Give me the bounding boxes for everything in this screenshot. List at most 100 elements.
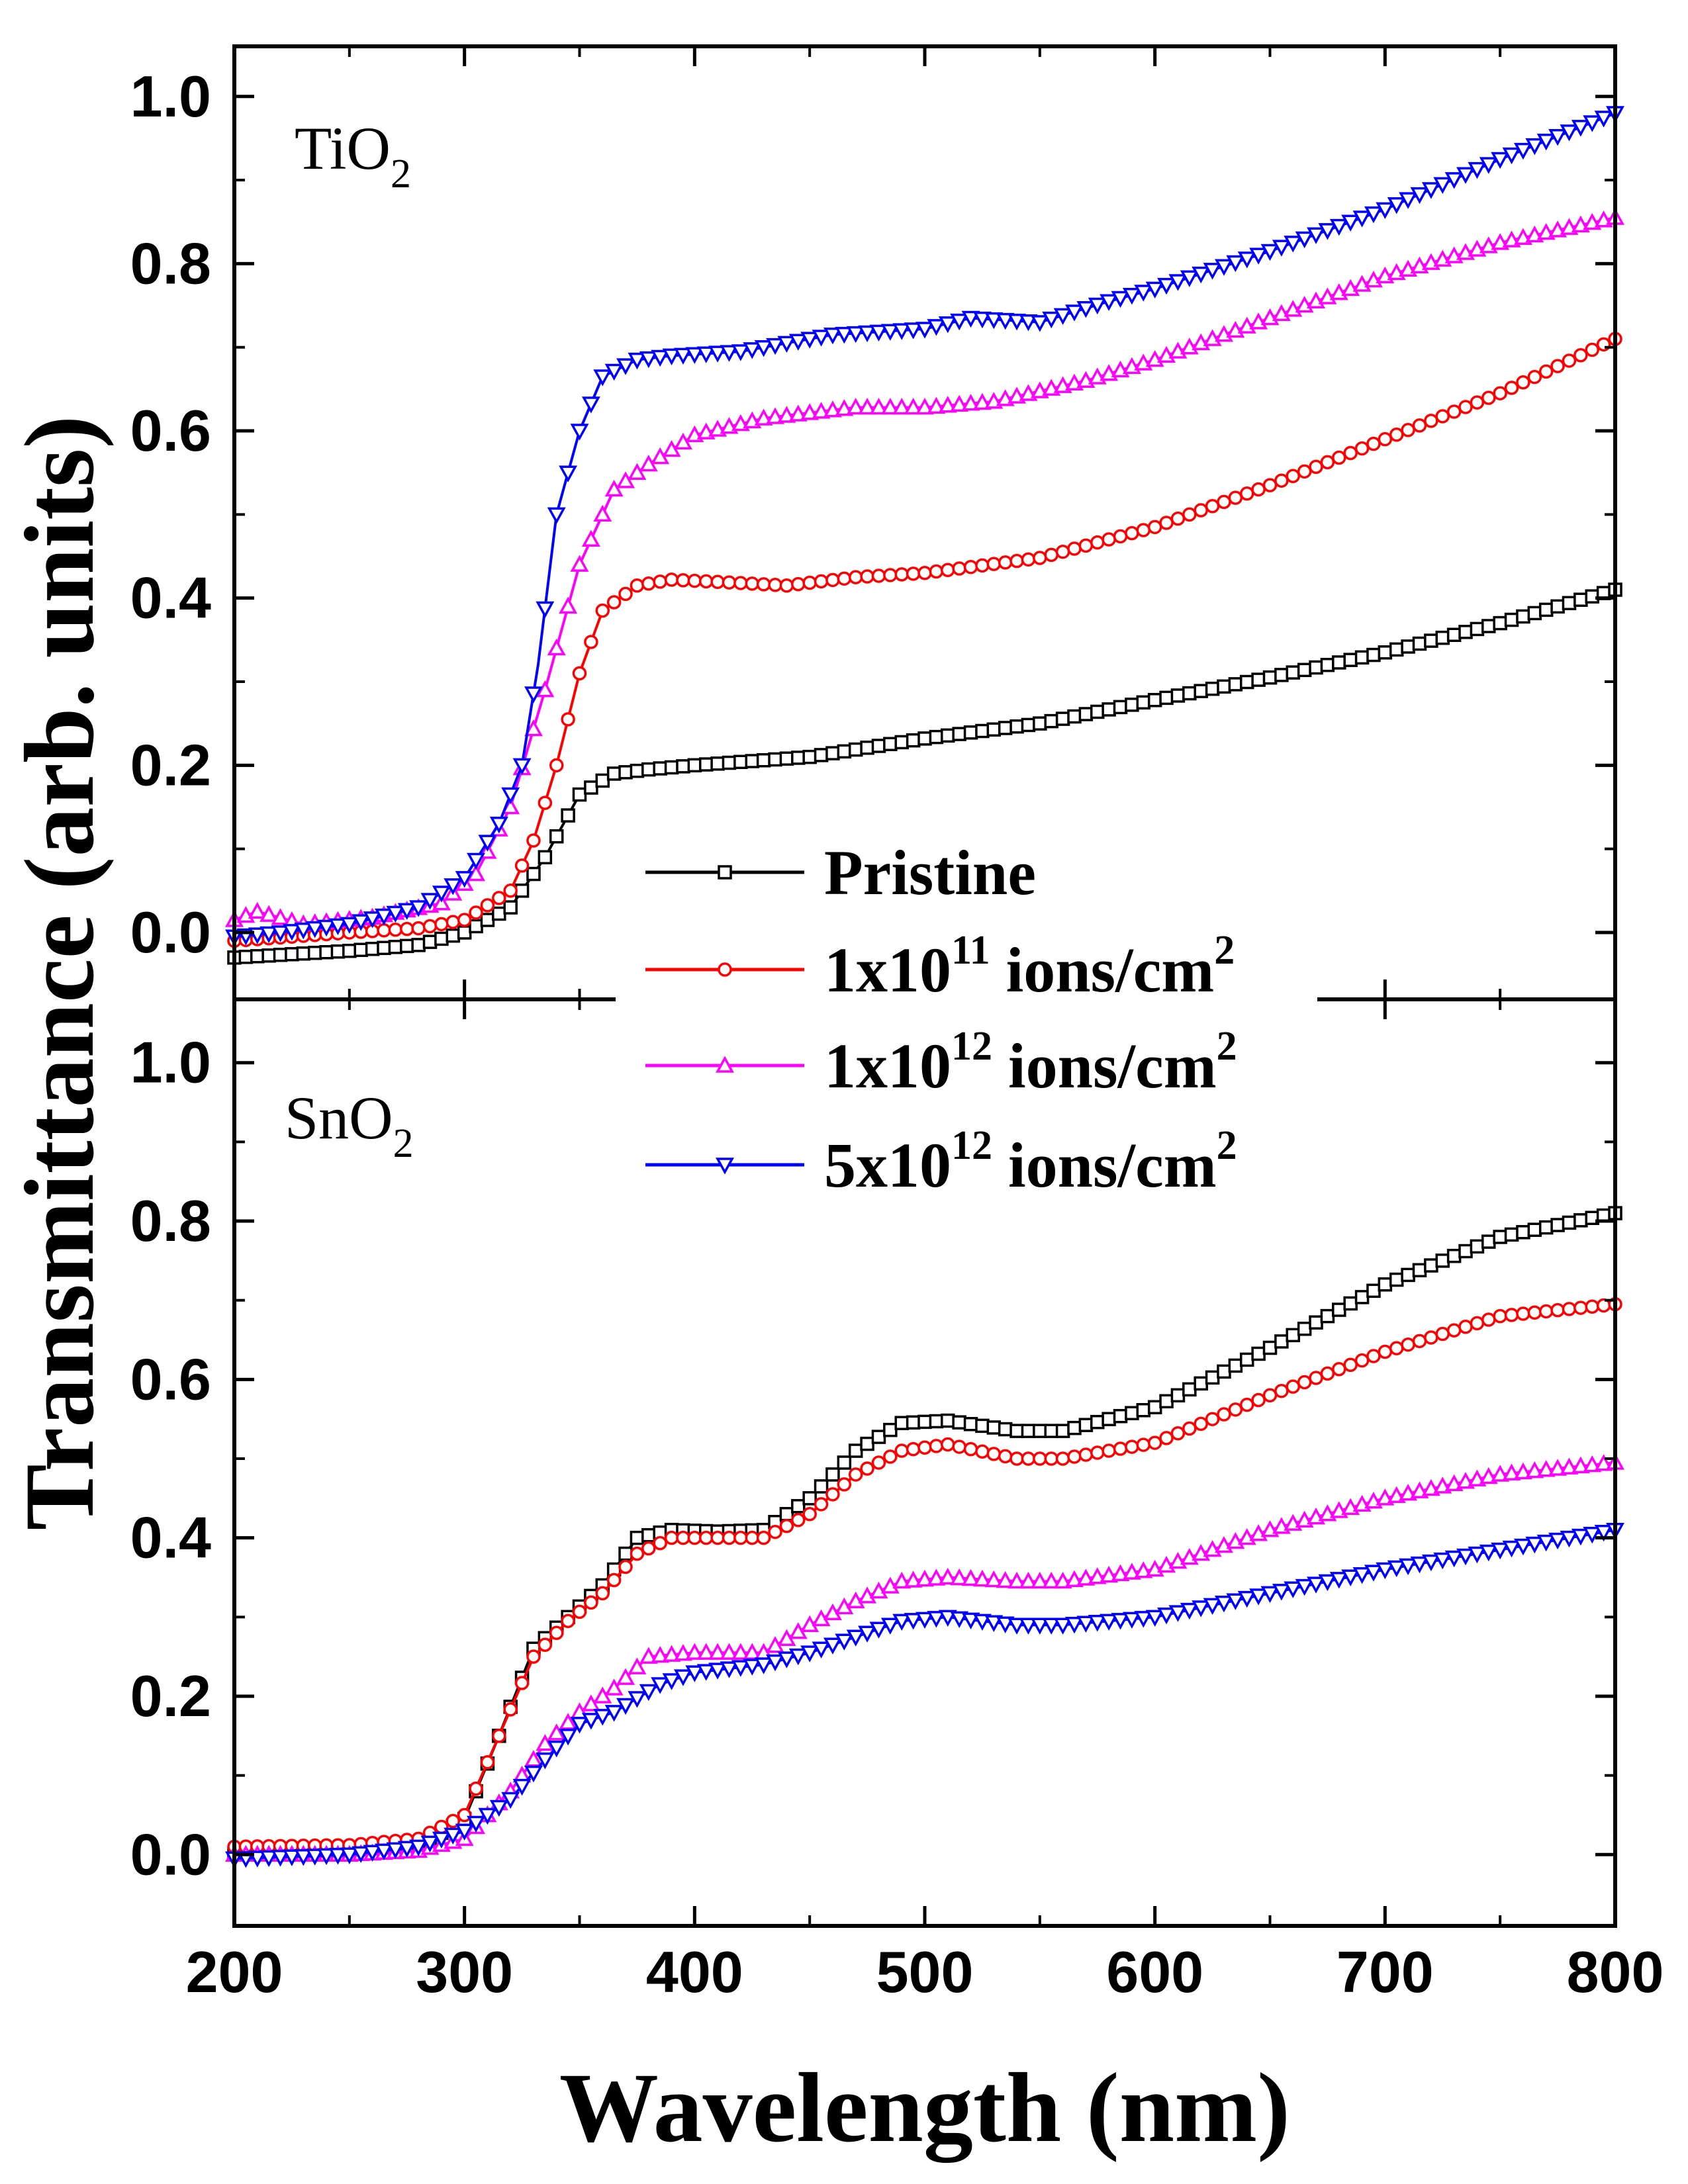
panel-0-series-0-marker: [1309, 660, 1323, 675]
panel-1-series-2-marker: [524, 1750, 543, 1767]
panel-1-series-3-marker: [1030, 1617, 1049, 1635]
panel-0-series-0-marker: [365, 942, 380, 956]
panel-0-series-0-marker: [238, 950, 254, 964]
panel-0-series-1-marker: [1021, 552, 1036, 567]
panel-0-series-0-marker: [307, 946, 322, 960]
panel-1-series-1-marker: [837, 1477, 852, 1492]
panel-1-series-2-marker: [1111, 1564, 1130, 1582]
panel-1-series-0-marker: [779, 1507, 794, 1522]
panel-0-series-0-marker: [687, 758, 702, 773]
panel-1-series-0-marker: [1412, 1263, 1427, 1277]
panel-0-series-3-marker: [892, 323, 912, 340]
panel-0-series-3-marker: [1387, 197, 1406, 214]
panel-0-series-2-marker: [547, 638, 566, 656]
panel-1-series-1-marker: [929, 1439, 944, 1453]
panel-0-series-1-marker: [1562, 353, 1577, 368]
panel-1-series-3-marker: [927, 1611, 946, 1628]
panel-0-series-1-marker: [1309, 459, 1323, 475]
panel-0-series-0-marker: [1274, 668, 1289, 682]
panel-0-series-1-marker: [1274, 473, 1289, 488]
panel-1-series-0-marker: [1067, 1420, 1082, 1435]
panel-0-series-1-marker: [745, 576, 759, 591]
legend-entry-2: 1x1012 ions/cm2: [645, 1024, 1237, 1101]
panel-0-series-3-marker: [363, 911, 382, 929]
panel-0-series-0-marker: [1481, 619, 1496, 633]
panel-0-series-3-marker: [1456, 167, 1475, 184]
panel-0-series-0-marker: [250, 949, 265, 964]
panel-0-series-3-marker: [420, 893, 440, 910]
panel-1-series-0-marker: [1078, 1418, 1094, 1432]
panel-0-series-3-marker: [1284, 236, 1303, 253]
panel-0-series-3-marker: [961, 310, 980, 328]
panel-0-series-3-marker: [305, 921, 324, 938]
panel-0-series-0-marker: [1446, 627, 1462, 643]
panel-0-series-3-marker: [1594, 111, 1613, 128]
panel-0-series-3: [225, 106, 1624, 946]
panel-0-series-0-marker: [353, 942, 368, 958]
panel-0-series-3-marker: [972, 311, 992, 329]
panel-1-series-1-marker: [1274, 1383, 1289, 1398]
panel-0-series-0-marker: [1194, 684, 1208, 698]
panel-0-series-0-marker: [1527, 606, 1542, 621]
panel-0-series-0-marker: [952, 727, 966, 741]
panel-1-series-2-marker: [1513, 1462, 1532, 1480]
panel-0-series-3-marker: [720, 345, 739, 362]
panel-0-series-0-marker: [1470, 621, 1485, 637]
panel-0-series-0-marker: [1033, 716, 1047, 731]
panel-0-series-2-marker: [616, 471, 635, 488]
panel-1-series-1-marker: [883, 1449, 898, 1464]
panel-0-series-3-marker: [1536, 133, 1556, 151]
panel-1-series-2-marker: [927, 1569, 946, 1586]
panel-1-series-1-marker: [1309, 1371, 1323, 1385]
panel-1-series-3-marker: [1536, 1534, 1556, 1552]
panel-0-series-1-marker: [1159, 516, 1174, 530]
x-tick-label: 600: [1106, 1939, 1203, 2005]
panel-0-series-1-marker: [1516, 375, 1530, 390]
panel-1-series-0-marker: [1044, 1424, 1058, 1438]
panel-0-series-3-marker: [1145, 281, 1164, 298]
panel-1-series-1-marker: [1228, 1402, 1243, 1417]
panel-0-series-3-marker: [271, 925, 290, 942]
panel-1-series-0-marker: [963, 1417, 978, 1432]
panel-0-series-1-marker: [1538, 364, 1554, 379]
panel-0-series-1-marker: [825, 572, 840, 588]
panel-1-series-1: [227, 1297, 1622, 1854]
panel-0-series-1-marker: [722, 575, 737, 590]
panel-1-series-3-marker: [581, 1713, 600, 1730]
panel-1-series-0-marker: [1182, 1382, 1197, 1397]
panel-1-series-1-marker: [1170, 1426, 1186, 1441]
panel-0-series-1-marker: [963, 559, 978, 574]
panel-1-series-1-marker: [768, 1524, 782, 1539]
panel-0-series-3-line: [234, 112, 1616, 938]
panel-0-y-tick-label: 0.4: [130, 565, 211, 631]
panel-0-series-3-marker: [628, 352, 647, 370]
panel-0-series-1-marker: [1378, 432, 1393, 447]
panel-1-series-1-marker: [664, 1530, 679, 1545]
panel-1-series-0-marker: [1527, 1222, 1542, 1237]
panel-0-series-0-marker: [377, 940, 391, 956]
panel-1-series-2-marker: [846, 1591, 865, 1609]
panel-0-series-1-marker: [584, 635, 598, 649]
panel-1-series-1-marker: [503, 1702, 518, 1717]
panel-1-series-0-marker: [1389, 1272, 1404, 1287]
panel-1-series-3-marker: [305, 1848, 324, 1866]
panel-1-series-3-marker: [1583, 1526, 1602, 1544]
panel-0-series-2-marker: [904, 398, 923, 415]
panel-0-series-1-marker: [469, 905, 483, 920]
panel-0-series-0-marker: [422, 934, 438, 949]
panel-1-series-1-marker: [1481, 1312, 1496, 1327]
panel-0-series-2-marker: [581, 529, 600, 547]
panel-0-series-1-marker: [975, 558, 990, 573]
panel-1-series-3-marker: [1444, 1550, 1464, 1568]
panel-0-series-1-marker: [698, 574, 714, 589]
panel-0-series-2-marker: [812, 402, 831, 419]
panel-0-series-3-marker: [1571, 120, 1590, 137]
panel-0-series-1-marker: [941, 563, 955, 577]
panel-0-series-1-marker: [1113, 529, 1128, 544]
panel-0-series-3-marker: [1134, 285, 1153, 302]
panel-1-series-2-marker: [685, 1643, 704, 1660]
panel-1-series-3-marker: [489, 1799, 508, 1817]
panel-1-series-3-marker: [1076, 1615, 1096, 1633]
panel-1-series-3-marker: [754, 1657, 773, 1674]
panel-0-series-3-marker: [489, 816, 508, 834]
